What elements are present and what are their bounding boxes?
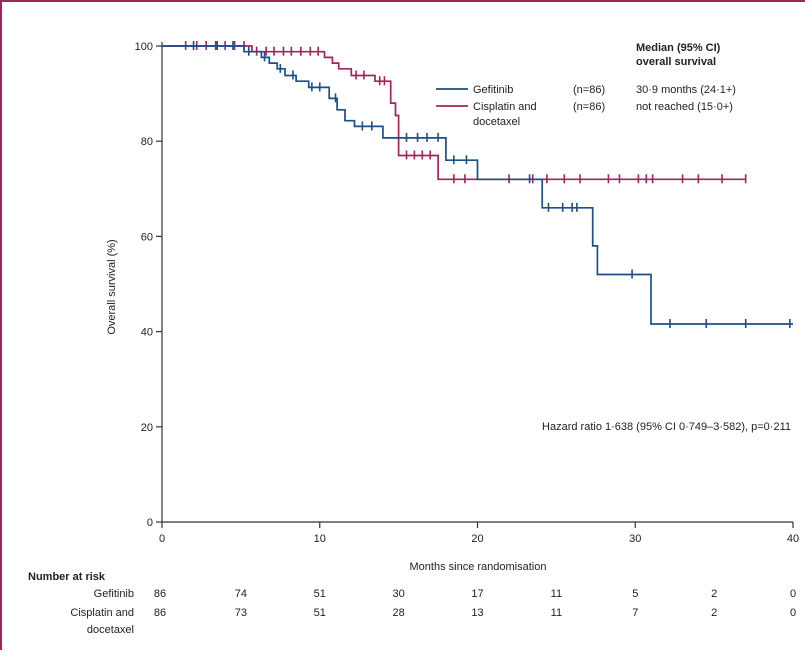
x-axis-title: Months since randomisation	[410, 561, 547, 573]
x-tick-label: 0	[159, 533, 165, 545]
hazard-ratio-annotation: Hazard ratio 1·638 (95% CI 0·749–3·582),…	[542, 421, 791, 433]
risk-number: 74	[235, 588, 247, 600]
y-tick-label: 100	[135, 41, 153, 53]
risk-number: 5	[632, 588, 638, 600]
risk-number: 0	[790, 607, 796, 619]
risk-number: 86	[154, 607, 166, 619]
risk-number: 51	[314, 607, 326, 619]
x-tick-label: 30	[629, 533, 641, 545]
y-tick-label: 60	[141, 231, 153, 243]
y-tick-label: 80	[141, 136, 153, 148]
y-tick-label: 0	[147, 517, 153, 529]
risk-table-title: Number at risk	[28, 571, 106, 583]
median-subtitle: overall survival	[636, 56, 716, 68]
risk-number: 73	[235, 607, 247, 619]
risk-number: 2	[711, 588, 717, 600]
y-tick-label: 40	[141, 327, 153, 339]
x-tick-label: 40	[787, 533, 799, 545]
legend-n-gefitinib: (n=86)	[573, 84, 605, 96]
risk-row-label-gefitinib: Gefitinib	[94, 588, 134, 600]
risk-number: 17	[471, 588, 483, 600]
risk-number: 2	[711, 607, 717, 619]
risk-number: 30	[393, 588, 405, 600]
legend-n-cisplatin: (n=86)	[573, 101, 605, 113]
legend-label-cisplatin-2: docetaxel	[473, 116, 520, 128]
series-line-gefitinib	[162, 45, 793, 325]
risk-number: 13	[471, 607, 483, 619]
x-tick-label: 20	[471, 533, 483, 545]
median-title: Median (95% CI)	[636, 42, 721, 54]
risk-number: 86	[154, 588, 166, 600]
x-tick-label: 10	[314, 533, 326, 545]
risk-number: 11	[551, 588, 562, 600]
risk-number: 0	[790, 588, 796, 600]
y-axis-title: Overall survival (%)	[106, 239, 118, 334]
risk-row-label-cisplatin-1: Cisplatin and	[70, 607, 134, 619]
y-tick-label: 20	[141, 422, 153, 434]
risk-row-label-cisplatin-2: docetaxel	[87, 624, 134, 636]
legend: Median (95% CI) overall survival Gefitinib…	[436, 42, 736, 128]
risk-number: 51	[314, 588, 326, 600]
legend-median-cisplatin: not reached (15·0+)	[636, 101, 733, 113]
survival-curves	[162, 41, 793, 328]
risk-number: 28	[393, 607, 405, 619]
legend-label-gefitinib: Gefitinib	[473, 84, 513, 96]
risk-number: 7	[632, 607, 638, 619]
risk-table: Number at risk Gefitinib Cisplatin and doce…	[28, 571, 796, 636]
legend-median-gefitinib: 30·9 months (24·1+)	[636, 84, 736, 96]
risk-number: 11	[551, 607, 562, 619]
axes: 0 20 40 60 80 100 0 10 20 30 40	[135, 41, 799, 545]
legend-label-cisplatin-1: Cisplatin and	[473, 101, 537, 113]
